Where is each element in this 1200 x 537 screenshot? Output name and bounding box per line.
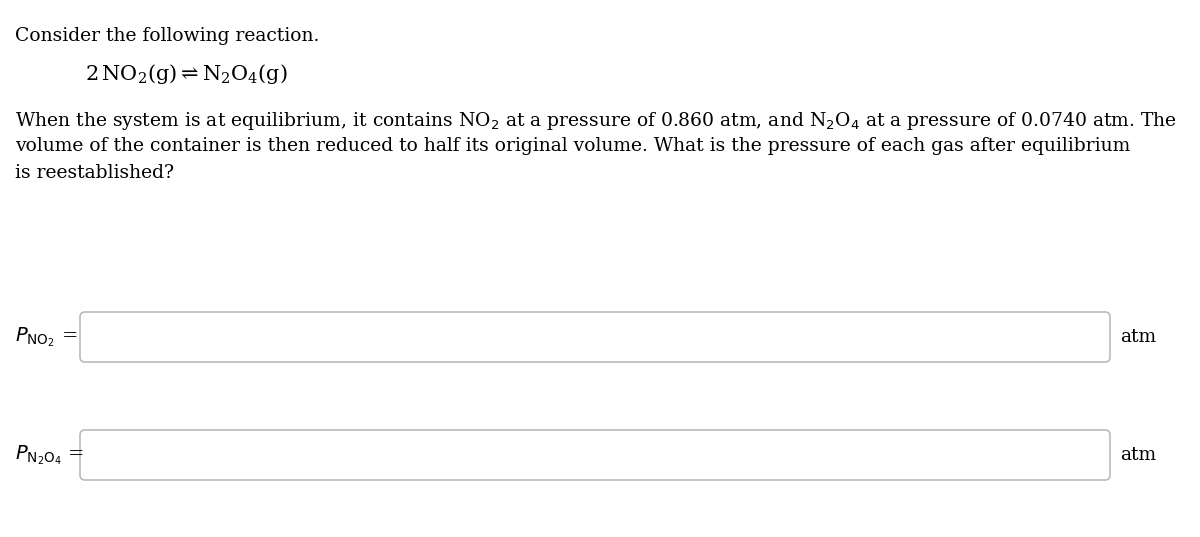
Text: is reestablished?: is reestablished? bbox=[14, 164, 174, 182]
Text: atm: atm bbox=[1120, 328, 1156, 346]
Text: atm: atm bbox=[1120, 446, 1156, 464]
Text: $P_{\mathrm{NO_2}}$ =: $P_{\mathrm{NO_2}}$ = bbox=[14, 325, 78, 349]
Text: Consider the following reaction.: Consider the following reaction. bbox=[14, 27, 319, 45]
FancyBboxPatch shape bbox=[80, 430, 1110, 480]
Text: $\mathregular{2\,NO_2(g)\rightleftharpoons N_2O_4(g)}$: $\mathregular{2\,NO_2(g)\rightleftharpoo… bbox=[85, 62, 288, 86]
FancyBboxPatch shape bbox=[80, 312, 1110, 362]
Text: When the system is at equilibrium, it contains NO$_2$ at a pressure of 0.860 atm: When the system is at equilibrium, it co… bbox=[14, 110, 1177, 132]
Text: $P_{\mathrm{N_2O_4}}$ =: $P_{\mathrm{N_2O_4}}$ = bbox=[14, 443, 84, 467]
Text: volume of the container is then reduced to half its original volume. What is the: volume of the container is then reduced … bbox=[14, 137, 1130, 155]
